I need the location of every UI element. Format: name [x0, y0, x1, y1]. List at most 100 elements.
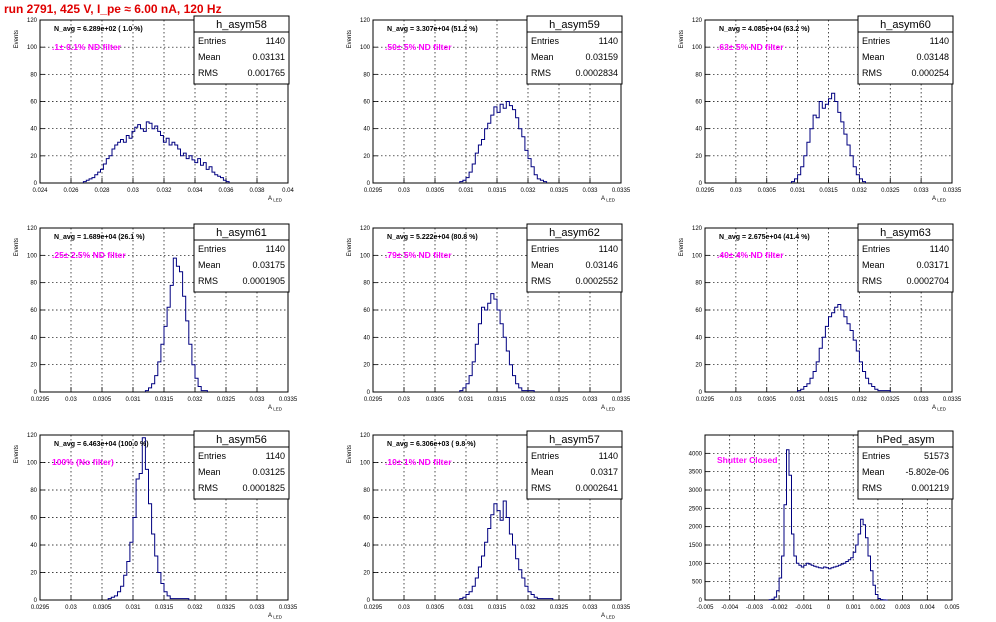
- x-axis-title: A LED: [268, 613, 283, 620]
- stats-label: Mean: [531, 467, 554, 477]
- x-tick-label: 0: [827, 605, 831, 611]
- x-tick-label: 0.0305: [426, 605, 445, 611]
- y-axis-title: Events: [347, 445, 353, 463]
- x-axis-title: A LED: [268, 196, 283, 203]
- y-axis-title: Events: [679, 238, 685, 256]
- y-tick-label: 120: [692, 18, 703, 24]
- y-tick-label: 60: [695, 100, 702, 106]
- stats-value: 1140: [599, 451, 618, 461]
- y-tick-label: 80: [695, 281, 702, 287]
- x-tick-label: 0.0295: [31, 605, 50, 611]
- x-tick-label: 0.0335: [279, 605, 298, 611]
- x-tick-label: 0.03: [127, 188, 139, 194]
- x-axis-title: A LED: [601, 196, 616, 203]
- y-tick-label: 3500: [689, 470, 703, 476]
- x-tick-label: 0.031: [458, 188, 474, 194]
- y-tick-label: 80: [30, 281, 37, 287]
- navg-label: N_avg = 1.689e+04 (26.1 %): [54, 234, 145, 241]
- y-tick-label: 20: [363, 571, 370, 577]
- stats-box: [193, 223, 290, 293]
- x-tick-label: 0.004: [920, 605, 936, 611]
- x-tick-label: 0.0295: [696, 188, 715, 194]
- x-tick-label: 0.0335: [943, 397, 962, 403]
- y-tick-label: 120: [27, 433, 38, 439]
- x-tick-label: 0.031: [458, 605, 474, 611]
- x-tick-label: 0.03: [730, 397, 742, 403]
- stats-box: [526, 430, 623, 500]
- y-tick-label: 2500: [689, 506, 703, 512]
- x-tick-label: 0.0325: [881, 397, 900, 403]
- x-axis-title: A LED: [932, 196, 947, 203]
- x-tick-label: 0.0315: [819, 188, 838, 194]
- histogram-line: [768, 449, 888, 601]
- navg-label: N_avg = 6.289e+02 ( 1.0 %): [54, 26, 143, 33]
- stats-value: 1140: [930, 36, 949, 46]
- y-tick-label: 80: [30, 488, 37, 494]
- y-tick-label: 40: [30, 543, 37, 549]
- y-tick-label: 60: [363, 100, 370, 106]
- navg-label: N_avg = 2.675e+04 (41.4 %): [719, 234, 810, 241]
- x-tick-label: 0.033: [914, 397, 930, 403]
- x-tick-label: 0.032: [187, 397, 203, 403]
- histogram-panel-h_asym57: 0.0295 0.03 0.0305 0.031 0.0315 0.032 0.0325 0.…: [347, 430, 631, 620]
- x-tick-label: 0.0325: [881, 188, 900, 194]
- filter-label: .63± 5% ND filter: [717, 42, 784, 52]
- stats-box: [193, 15, 290, 85]
- histogram-line: [459, 500, 554, 600]
- stats-value: 0.0317: [590, 467, 618, 477]
- stats-label: Entries: [531, 36, 560, 46]
- stats-label: Entries: [198, 244, 227, 254]
- x-tick-label: 0.0305: [758, 397, 777, 403]
- y-tick-label: 40: [363, 127, 370, 133]
- filter-label: .50± 5% ND filter: [385, 42, 452, 52]
- y-tick-label: 0: [34, 181, 38, 187]
- stats-label: Mean: [862, 52, 885, 62]
- x-tick-label: 0.031: [790, 188, 806, 194]
- histogram-name: h_asym59: [549, 19, 600, 31]
- histogram-panel-h_asym58: 0.024 0.026 0.028 0.03 0.032 0.034 0.036 0.038 0…: [14, 15, 294, 203]
- stats-value: 1140: [599, 244, 618, 254]
- x-axis-title: A LED: [601, 405, 616, 412]
- histogram-panel-h_asym62: 0.0295 0.03 0.0305 0.031 0.0315 0.032 0.0325 0.…: [347, 223, 631, 412]
- x-tick-label: 0.03: [398, 605, 410, 611]
- stats-label: RMS: [531, 68, 551, 78]
- x-tick-label: 0.0315: [155, 397, 174, 403]
- stats-label: Mean: [862, 260, 885, 270]
- y-tick-label: 20: [363, 363, 370, 369]
- y-tick-label: 100: [692, 45, 703, 51]
- y-tick-label: 0: [367, 181, 371, 187]
- y-tick-label: 80: [695, 72, 702, 78]
- navg-label: N_avg = 4.085e+04 (63.2 %): [719, 26, 810, 33]
- stats-value: 0.03125: [252, 467, 285, 477]
- x-tick-label: 0.0335: [612, 605, 631, 611]
- x-tick-label: 0.032: [187, 605, 203, 611]
- x-axis-title: A LED: [932, 405, 947, 412]
- x-tick-label: 0.0335: [943, 188, 962, 194]
- y-axis-title: Events: [14, 445, 20, 463]
- navg-label: N_avg = 6.463e+04 (100.0 %): [54, 441, 149, 448]
- x-tick-label: -0.001: [795, 605, 813, 611]
- x-tick-label: 0.0325: [217, 605, 236, 611]
- x-tick-label: 0.002: [870, 605, 886, 611]
- y-tick-label: 40: [695, 335, 702, 341]
- x-tick-label: -0.005: [696, 605, 714, 611]
- x-tick-label: 0.0305: [426, 397, 445, 403]
- y-tick-label: 100: [27, 45, 38, 51]
- y-tick-label: 100: [360, 461, 371, 467]
- stats-value: 0.0002552: [575, 276, 618, 286]
- stats-label: Mean: [198, 260, 221, 270]
- stats-label: RMS: [531, 276, 551, 286]
- stats-value: 0.03171: [916, 260, 949, 270]
- histogram-name: h_asym62: [549, 227, 600, 239]
- stats-label: RMS: [862, 276, 882, 286]
- y-tick-label: 0: [699, 181, 703, 187]
- x-tick-label: 0.0325: [550, 188, 569, 194]
- x-tick-label: 0.0305: [426, 188, 445, 194]
- x-tick-label: 0.028: [94, 188, 110, 194]
- x-tick-label: 0.03: [398, 188, 410, 194]
- stats-box: [857, 223, 954, 293]
- filter-label: .1± 0.1% ND filter: [52, 42, 122, 52]
- y-tick-label: 20: [695, 363, 702, 369]
- y-tick-label: 120: [360, 18, 371, 24]
